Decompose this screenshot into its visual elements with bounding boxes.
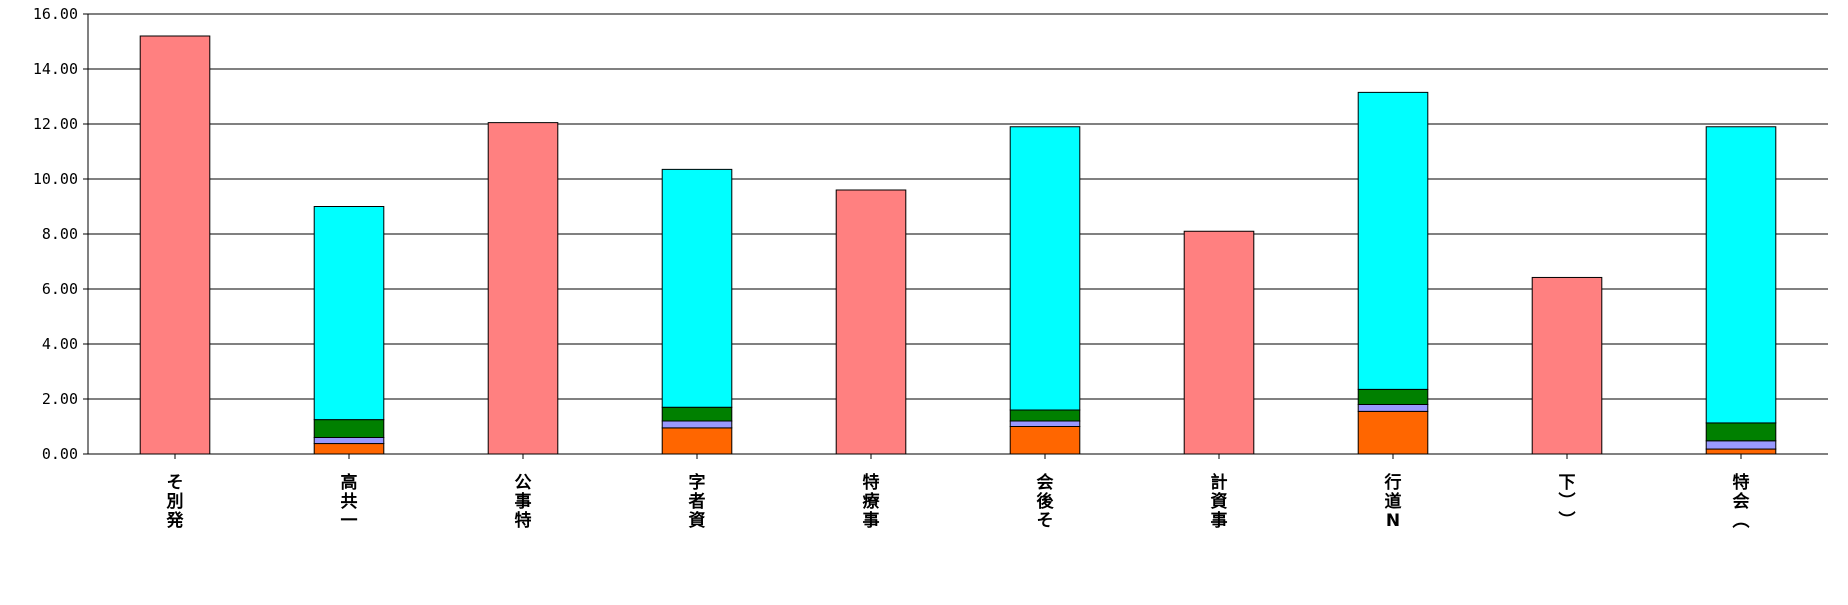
x-tick-char: 会	[1037, 472, 1054, 493]
x-tick-char: 特	[1733, 472, 1750, 493]
y-axis-ticks: 0.00 2.00 4.00 6.00 8.00 10.00 12.00 14.00 16.00	[33, 5, 78, 463]
x-tick-char: 計	[1211, 472, 1228, 493]
x-tick-char: 事	[515, 492, 532, 512]
y-tick-label: 4.00	[42, 335, 78, 353]
y-tick-label: 2.00	[42, 390, 78, 408]
y-tick-label: 12.00	[33, 115, 78, 133]
x-tick-char: 後	[1037, 491, 1055, 512]
x-tick-label: そ別発	[166, 473, 185, 531]
x-tick-label: 下︶ ︶	[1559, 473, 1576, 531]
bar-segment	[1705, 126, 1777, 424]
bar-segment	[661, 420, 733, 429]
x-tick-char: 療	[863, 491, 881, 512]
y-tick-label: 10.00	[33, 170, 78, 188]
y-tick-label: 0.00	[42, 445, 78, 463]
y-tick-label: 8.00	[42, 225, 78, 243]
x-tick-char: 発	[166, 510, 185, 531]
bars	[139, 35, 1777, 455]
x-tick-label: 特会︵	[1733, 472, 1750, 531]
bar-segment	[1009, 126, 1081, 411]
x-tick-char: ︵	[1733, 511, 1750, 531]
x-tick-char: 高	[341, 472, 358, 493]
bar-segment	[1009, 409, 1081, 422]
bar-segment	[1705, 422, 1777, 442]
x-tick-char: 事	[1211, 511, 1228, 531]
bar-segment	[661, 406, 733, 422]
x-tick-char: そ	[1037, 511, 1054, 531]
x-tick-char: 会	[1733, 491, 1750, 512]
x-tick-label: 高共一	[341, 472, 358, 531]
bar-segment	[1357, 404, 1429, 412]
x-tick-char: 者	[688, 491, 706, 512]
axes	[87, 14, 1828, 455]
x-tick-label: 特療事	[863, 472, 881, 531]
bar-segment	[313, 206, 385, 421]
x-tick-char: N	[1386, 511, 1400, 531]
x-tick-char: 資	[689, 511, 706, 531]
x-tick-char: 特	[515, 510, 532, 531]
bar-segment	[313, 419, 385, 438]
x-tick-char: 行	[1384, 472, 1402, 493]
x-tick-char: 下	[1559, 473, 1576, 493]
x-tick-char: ︶	[1559, 510, 1576, 531]
x-tick-char: 事	[863, 511, 880, 531]
x-tick-char: 共	[341, 492, 358, 512]
x-tick-label: 字者資	[688, 472, 706, 531]
x-tick-char: 道	[1385, 491, 1402, 512]
bar-segment	[835, 189, 907, 455]
bar-segment	[313, 443, 385, 455]
x-tick-char: 公	[515, 473, 532, 493]
bar-segment	[1357, 388, 1429, 405]
bar-segment	[313, 437, 385, 445]
x-tick-char: そ	[167, 473, 184, 493]
bar-segment	[1357, 410, 1429, 455]
x-tick-char: 一	[341, 511, 358, 531]
x-tick-label: 公事特	[515, 473, 532, 531]
x-tick-char: 資	[1211, 492, 1228, 512]
bar-segment	[1009, 426, 1081, 455]
bar-segment	[661, 168, 733, 408]
bar-segment	[661, 427, 733, 455]
x-tick-char: 別	[166, 492, 184, 512]
y-tick-label: 16.00	[33, 5, 78, 23]
bar-segment	[1357, 91, 1429, 390]
bar-segment	[1705, 440, 1777, 450]
y-tick-label: 14.00	[33, 60, 78, 78]
bar-segment	[1705, 448, 1777, 455]
y-tick-label: 6.00	[42, 280, 78, 298]
bar-segment	[487, 122, 559, 455]
bar-segment	[1531, 276, 1603, 455]
x-tick-char: 字	[689, 472, 706, 493]
x-tick-label: 会後そ	[1037, 472, 1055, 531]
bar-segment	[139, 35, 211, 455]
bar-segment	[1009, 420, 1081, 427]
x-tick-label: 計資事	[1211, 472, 1228, 531]
x-tick-char: 特	[863, 472, 880, 493]
x-tick-label: 行道 N	[1384, 472, 1402, 531]
x-tick-char: ︶	[1559, 491, 1576, 512]
bar-segment	[1183, 230, 1255, 455]
